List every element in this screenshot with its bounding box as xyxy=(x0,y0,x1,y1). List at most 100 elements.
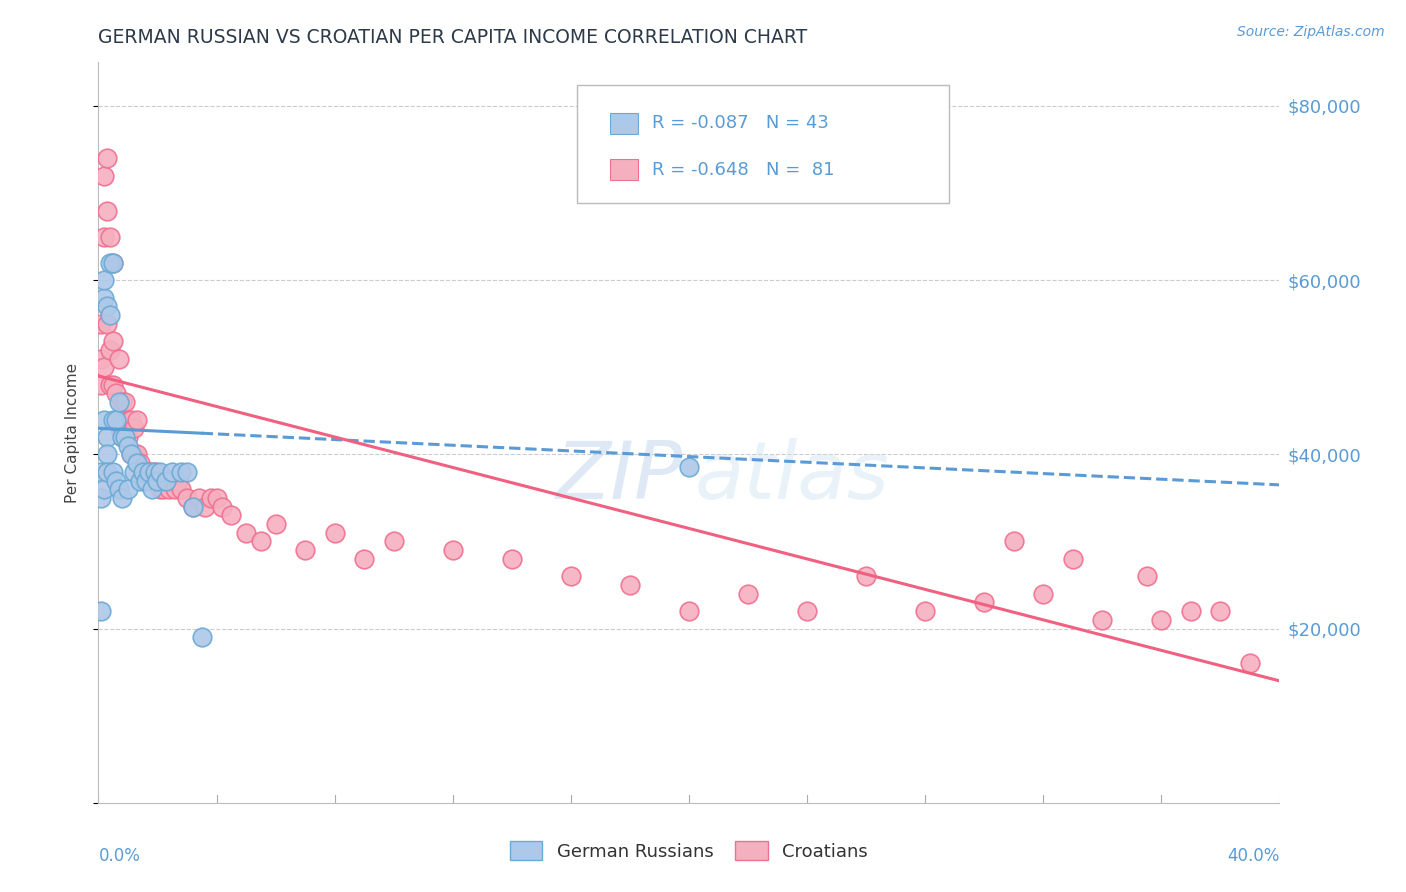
Point xyxy=(176,465,198,479)
Point xyxy=(117,439,139,453)
Point xyxy=(111,395,134,409)
Point xyxy=(90,491,112,505)
Point xyxy=(117,412,139,426)
Point xyxy=(1209,604,1232,618)
Point xyxy=(93,169,115,183)
Point xyxy=(235,525,257,540)
Point xyxy=(90,351,112,366)
Text: 40.0%: 40.0% xyxy=(1227,847,1279,865)
Point xyxy=(149,465,172,479)
Point xyxy=(132,465,155,479)
Point xyxy=(117,482,139,496)
Point xyxy=(353,552,375,566)
Point xyxy=(167,474,190,488)
Point xyxy=(162,474,183,488)
FancyBboxPatch shape xyxy=(610,160,638,180)
Point xyxy=(170,465,193,479)
Point xyxy=(221,508,243,523)
Point xyxy=(114,430,136,444)
Point xyxy=(323,525,346,540)
Point xyxy=(103,412,125,426)
Point xyxy=(1180,604,1202,618)
Point xyxy=(120,412,142,426)
Point xyxy=(105,474,128,488)
Point xyxy=(146,474,169,488)
Point xyxy=(1032,587,1054,601)
Point xyxy=(1150,613,1173,627)
Point xyxy=(149,482,172,496)
Point xyxy=(914,604,936,618)
Point xyxy=(141,482,163,496)
Point xyxy=(125,447,148,461)
Point xyxy=(678,460,700,475)
Point xyxy=(122,465,145,479)
Point xyxy=(678,604,700,618)
Point xyxy=(111,491,134,505)
Point xyxy=(211,500,233,514)
Point xyxy=(108,412,131,426)
Point xyxy=(103,256,125,270)
Point xyxy=(103,334,125,348)
Point xyxy=(250,534,273,549)
Point xyxy=(105,386,128,401)
Text: R = -0.087   N = 43: R = -0.087 N = 43 xyxy=(652,114,830,132)
Point xyxy=(108,421,131,435)
Point xyxy=(108,482,131,496)
Point xyxy=(98,343,121,357)
Point xyxy=(122,447,145,461)
Point xyxy=(194,500,217,514)
Point xyxy=(128,456,150,470)
Point xyxy=(117,430,139,444)
Point xyxy=(157,482,180,496)
Point xyxy=(128,474,150,488)
Point xyxy=(152,482,174,496)
Point xyxy=(96,151,118,165)
Point xyxy=(181,500,204,514)
Point xyxy=(1091,613,1114,627)
Point xyxy=(1239,657,1261,671)
Point xyxy=(96,203,118,218)
Point xyxy=(205,491,228,505)
Point xyxy=(98,377,121,392)
Point xyxy=(105,412,128,426)
Point xyxy=(96,447,118,461)
Point xyxy=(191,630,214,644)
Point xyxy=(141,465,163,479)
Point xyxy=(200,491,222,505)
Point xyxy=(1062,552,1084,566)
Text: GERMAN RUSSIAN VS CROATIAN PER CAPITA INCOME CORRELATION CHART: GERMAN RUSSIAN VS CROATIAN PER CAPITA IN… xyxy=(98,28,807,47)
Point xyxy=(170,482,193,496)
Point xyxy=(1136,569,1159,583)
Point xyxy=(120,447,142,461)
Point xyxy=(93,291,115,305)
Point xyxy=(96,430,118,444)
Text: R = -0.648   N =  81: R = -0.648 N = 81 xyxy=(652,161,835,178)
Text: ZIP: ZIP xyxy=(555,438,683,516)
Point xyxy=(90,465,112,479)
Legend: German Russians, Croatians: German Russians, Croatians xyxy=(503,833,875,868)
Point xyxy=(138,465,160,479)
Point xyxy=(560,569,582,583)
Point xyxy=(93,229,115,244)
Point xyxy=(93,360,115,375)
Point xyxy=(146,474,169,488)
Point xyxy=(111,430,134,444)
Point xyxy=(187,491,209,505)
Point xyxy=(96,317,118,331)
Point xyxy=(264,517,287,532)
Point xyxy=(90,604,112,618)
Point xyxy=(103,465,125,479)
Point xyxy=(111,430,134,444)
FancyBboxPatch shape xyxy=(610,112,638,134)
Point xyxy=(135,474,157,488)
Point xyxy=(114,395,136,409)
Point xyxy=(125,456,148,470)
Point xyxy=(855,569,877,583)
Point xyxy=(181,500,204,514)
Point xyxy=(105,412,128,426)
Point xyxy=(122,421,145,435)
Text: 0.0%: 0.0% xyxy=(98,847,141,865)
Point xyxy=(176,491,198,505)
Point xyxy=(96,299,118,313)
Point xyxy=(138,465,160,479)
